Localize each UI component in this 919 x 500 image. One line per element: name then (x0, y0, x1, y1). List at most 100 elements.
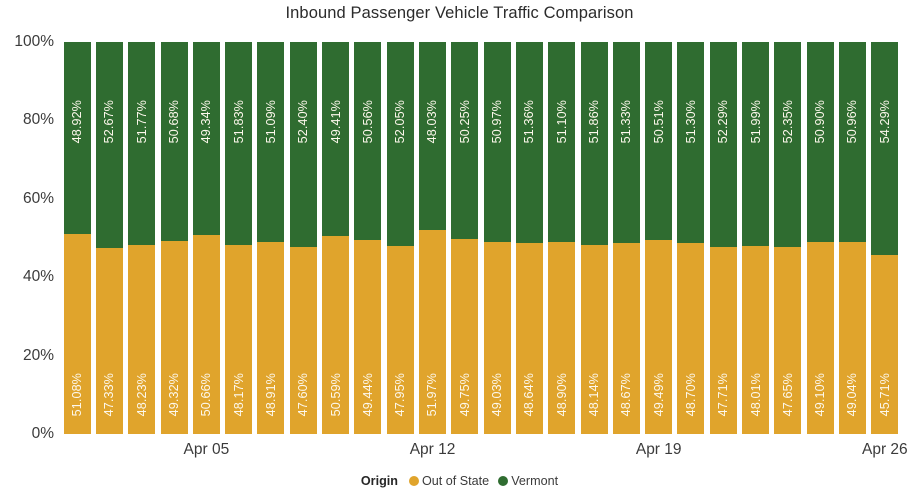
bar-segment-vermont[interactable]: 48.03% (418, 42, 446, 231)
bar-segment-vermont[interactable]: 51.36% (515, 42, 543, 244)
bar-segment-vermont[interactable]: 48.92% (63, 42, 91, 234)
bar-segment-out-of-state[interactable]: 48.01% (742, 245, 770, 434)
bar-column[interactable]: 49.41% 50.59% (322, 42, 350, 434)
bar-segment-out-of-state[interactable]: 51.97% (418, 230, 446, 434)
bar-column[interactable]: 51.09% 48.91% (257, 42, 285, 434)
bar-column[interactable]: 50.51% 49.49% (645, 42, 673, 434)
bar-column[interactable]: 50.68% 49.32% (160, 42, 188, 434)
bar-segment-vermont[interactable]: 51.10% (548, 42, 576, 243)
bar-column[interactable]: 48.92% 51.08% (63, 42, 91, 434)
bar-column[interactable]: 52.29% 47.71% (709, 42, 737, 434)
bar-segment-vermont[interactable]: 52.05% (386, 42, 414, 247)
x-axis-tick-label: Apr 26 (862, 441, 908, 458)
bar-value-label-out-of-state: 49.32% (167, 372, 182, 416)
bar-segment-out-of-state[interactable]: 49.10% (806, 241, 834, 434)
bar-segment-vermont[interactable]: 50.90% (806, 42, 834, 242)
bar-value-label-vermont: 50.68% (167, 100, 182, 144)
bar-segment-out-of-state[interactable]: 48.91% (257, 242, 285, 434)
bar-value-label-out-of-state: 48.67% (619, 372, 634, 416)
bar-segment-vermont[interactable]: 51.99% (742, 42, 770, 246)
bar-value-label-vermont: 49.41% (328, 100, 343, 144)
bar-segment-vermont[interactable]: 50.68% (160, 42, 188, 241)
bar-segment-out-of-state[interactable]: 49.04% (838, 241, 866, 434)
bar-segment-out-of-state[interactable]: 45.71% (871, 254, 899, 434)
bar-column[interactable]: 51.86% 48.14% (580, 42, 608, 434)
bar-segment-out-of-state[interactable]: 51.08% (63, 233, 91, 434)
bar-segment-vermont[interactable]: 49.34% (192, 42, 220, 236)
bar-segment-out-of-state[interactable]: 48.23% (128, 244, 156, 434)
bar-value-label-vermont: 50.90% (813, 100, 828, 144)
bar-segment-out-of-state[interactable]: 47.95% (386, 246, 414, 434)
bar-column[interactable]: 52.40% 47.60% (289, 42, 317, 434)
bar-column[interactable]: 51.30% 48.70% (677, 42, 705, 434)
bar-column[interactable]: 48.03% 51.97% (418, 42, 446, 434)
bar-column[interactable]: 50.56% 49.44% (354, 42, 382, 434)
bar-segment-vermont[interactable]: 51.09% (257, 42, 285, 243)
bar-segment-out-of-state[interactable]: 49.49% (645, 240, 673, 434)
bar-column[interactable]: 51.99% 48.01% (742, 42, 770, 434)
bar-column[interactable]: 51.10% 48.90% (548, 42, 576, 434)
bar-segment-vermont[interactable]: 52.35% (774, 42, 802, 248)
bar-column[interactable]: 50.25% 49.75% (451, 42, 479, 434)
bar-column[interactable]: 51.83% 48.17% (225, 42, 253, 434)
y-axis-tick-label: 0% (31, 425, 54, 442)
bar-column[interactable]: 52.05% 47.95% (386, 42, 414, 434)
bar-segment-out-of-state[interactable]: 47.33% (95, 248, 123, 434)
bar-segment-vermont[interactable]: 51.77% (128, 42, 156, 245)
bar-column[interactable]: 50.97% 49.03% (483, 42, 511, 434)
y-axis: 0% 20% 40% 60% 80% 100% (0, 34, 54, 442)
bar-value-label-out-of-state: 45.71% (877, 372, 892, 416)
bar-segment-out-of-state[interactable]: 49.03% (483, 241, 511, 434)
bar-column[interactable]: 51.77% 48.23% (128, 42, 156, 434)
bar-segment-vermont[interactable]: 51.30% (677, 42, 705, 244)
bar-segment-out-of-state[interactable]: 48.67% (612, 243, 640, 434)
bar-value-label-out-of-state: 48.90% (554, 372, 569, 416)
y-axis-tick-label: 40% (22, 268, 54, 286)
legend-item-out-of-state[interactable]: Out of State (408, 474, 489, 488)
bar-segment-vermont[interactable]: 54.29% (871, 42, 899, 255)
bar-column[interactable]: 49.34% 50.66% (192, 42, 220, 434)
bar-segment-vermont[interactable]: 52.40% (289, 42, 317, 248)
bar-segment-out-of-state[interactable]: 48.17% (225, 245, 253, 434)
bar-value-label-out-of-state: 49.49% (651, 372, 666, 416)
legend-item-vermont[interactable]: Vermont (498, 474, 558, 488)
bar-segment-out-of-state[interactable]: 48.14% (580, 245, 608, 434)
bar-segment-vermont[interactable]: 51.86% (580, 42, 608, 246)
bar-segment-vermont[interactable]: 51.83% (225, 42, 253, 246)
bar-segment-vermont[interactable]: 52.67% (95, 42, 123, 249)
bar-column[interactable]: 52.35% 47.65% (774, 42, 802, 434)
bar-segment-vermont[interactable]: 50.97% (483, 42, 511, 242)
bar-segment-out-of-state[interactable]: 49.44% (354, 240, 382, 434)
bar-segment-out-of-state[interactable]: 47.65% (774, 247, 802, 434)
bar-column[interactable]: 52.67% 47.33% (95, 42, 123, 434)
bar-segment-out-of-state[interactable]: 48.70% (677, 243, 705, 434)
bar-value-label-out-of-state: 49.03% (490, 372, 505, 416)
bar-value-label-out-of-state: 48.23% (134, 372, 149, 416)
bar-value-label-out-of-state: 47.95% (393, 372, 408, 416)
bar-column[interactable]: 51.33% 48.67% (612, 42, 640, 434)
bar-segment-out-of-state[interactable]: 47.60% (289, 247, 317, 434)
bar-column[interactable]: 54.29% 45.71% (871, 42, 899, 434)
bar-segment-vermont[interactable]: 50.96% (838, 42, 866, 242)
bar-segment-out-of-state[interactable]: 50.66% (192, 235, 220, 434)
bar-segment-vermont[interactable]: 52.29% (709, 42, 737, 247)
bar-segment-vermont[interactable]: 50.56% (354, 42, 382, 241)
bar-value-label-out-of-state: 47.65% (780, 372, 795, 416)
bar-value-label-out-of-state: 49.04% (845, 372, 860, 416)
bar-segment-out-of-state[interactable]: 48.64% (515, 243, 543, 434)
bar-segment-out-of-state[interactable]: 47.71% (709, 246, 737, 434)
bar-column[interactable]: 50.96% 49.04% (838, 42, 866, 434)
bar-segment-out-of-state[interactable]: 50.59% (322, 235, 350, 434)
bar-value-label-vermont: 51.09% (263, 100, 278, 144)
bar-segment-vermont[interactable]: 50.51% (645, 42, 673, 240)
plot-area: 48.92% 51.08% 52.67% 47.33% 51.77% 48.23% 50.6… (61, 42, 901, 434)
bar-column[interactable]: 50.90% 49.10% (806, 42, 834, 434)
bar-segment-vermont[interactable]: 51.33% (612, 42, 640, 244)
bar-segment-out-of-state[interactable]: 48.90% (548, 242, 576, 434)
bar-column[interactable]: 51.36% 48.64% (515, 42, 543, 434)
bar-segment-out-of-state[interactable]: 49.75% (451, 238, 479, 434)
bar-segment-vermont[interactable]: 49.41% (322, 42, 350, 236)
bar-segment-out-of-state[interactable]: 49.32% (160, 240, 188, 434)
bar-segment-vermont[interactable]: 50.25% (451, 42, 479, 239)
y-axis-tick-label: 60% (22, 189, 54, 207)
